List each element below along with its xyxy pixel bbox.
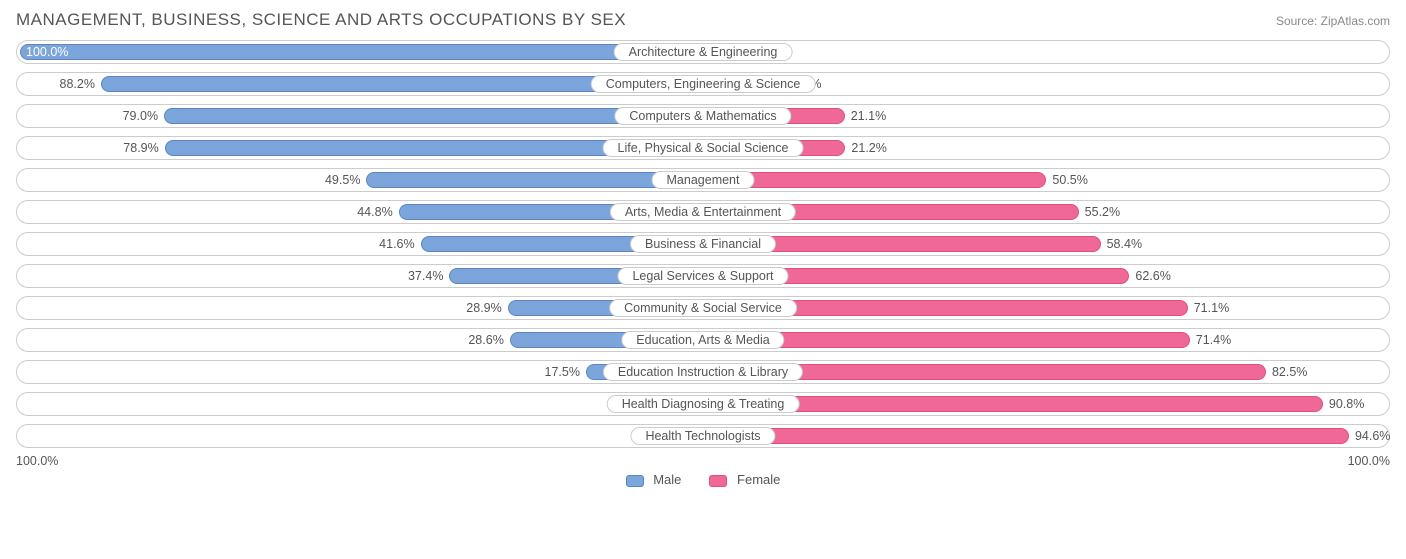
female-value: 71.1% [1194,301,1229,315]
chart-row: 49.5% 50.5% Management [16,168,1390,192]
chart-row: 78.9% 21.2% Life, Physical & Social Scienc… [16,136,1390,160]
source-label: Source: [1276,14,1317,28]
category-label: Computers, Engineering & Science [591,75,816,93]
category-label: Arts, Media & Entertainment [610,203,796,221]
category-label: Health Technologists [630,427,775,445]
female-value: 50.5% [1052,173,1087,187]
chart-row: 79.0% 21.1% Computers & Mathematics [16,104,1390,128]
male-value: 78.9% [123,141,158,155]
male-value: 28.9% [466,301,501,315]
female-value: 58.4% [1107,237,1142,251]
female-value: 21.2% [851,141,886,155]
female-value: 90.8% [1329,397,1364,411]
chart-row: 17.5% 82.5% Education Instruction & Librar… [16,360,1390,384]
category-label: Health Diagnosing & Treating [607,395,800,413]
female-value: 82.5% [1272,365,1307,379]
axis-labels: 100.0% 100.0% [16,454,1390,468]
female-value: 71.4% [1196,333,1231,347]
male-value: 79.0% [123,109,158,123]
chart-row: 9.2%90.8%Health Diagnosing & Treating [16,392,1390,416]
chart-rows: 100.0%0.0%Architecture & Engineering 88.2… [16,40,1390,448]
category-label: Community & Social Service [609,299,797,317]
female-value: 94.6% [1355,429,1390,443]
chart-row: 41.6% 58.4% Business & Financial [16,232,1390,256]
category-label: Life, Physical & Social Science [603,139,804,157]
male-value: 37.4% [408,269,443,283]
chart-row: 5.4%94.6%Health Technologists [16,424,1390,448]
axis-right: 100.0% [1348,454,1390,468]
chart-row: 44.8% 55.2% Arts, Media & Entertainment [16,200,1390,224]
female-value: 21.1% [851,109,886,123]
male-value: 41.6% [379,237,414,251]
category-label: Management [652,171,755,189]
category-label: Architecture & Engineering [614,43,793,61]
female-bar [703,172,1046,188]
chart-title: MANAGEMENT, BUSINESS, SCIENCE AND ARTS O… [16,10,626,30]
source-attribution: Source: ZipAtlas.com [1276,14,1390,28]
category-label: Legal Services & Support [617,267,788,285]
male-value: 88.2% [60,77,95,91]
female-value: 55.2% [1085,205,1120,219]
male-value: 44.8% [357,205,392,219]
male-bar [20,44,703,60]
legend-female: Female [709,472,780,487]
male-value: 17.5% [545,365,580,379]
chart-row: 88.2%11.8%Computers, Engineering & Scien… [16,72,1390,96]
source-name: ZipAtlas.com [1321,14,1390,28]
male-value: 49.5% [325,173,360,187]
chart-row: 28.9% 71.1% Community & Social Service [16,296,1390,320]
legend: Male Female [16,472,1390,487]
axis-left: 100.0% [16,454,58,468]
legend-female-label: Female [737,472,780,487]
chart-row: 28.6% 71.4% Education, Arts & Media [16,328,1390,352]
chart-row: 37.4% 62.6% Legal Services & Support [16,264,1390,288]
category-label: Business & Financial [630,235,776,253]
male-swatch-icon [626,475,644,487]
legend-male-label: Male [653,472,681,487]
category-label: Education Instruction & Library [603,363,803,381]
female-value: 62.6% [1135,269,1170,283]
female-swatch-icon [709,475,727,487]
female-bar [703,428,1349,444]
chart-row: 100.0%0.0%Architecture & Engineering [16,40,1390,64]
legend-male: Male [626,472,682,487]
category-label: Computers & Mathematics [614,107,791,125]
category-label: Education, Arts & Media [621,331,784,349]
male-value: 100.0% [26,45,68,59]
male-value: 28.6% [468,333,503,347]
